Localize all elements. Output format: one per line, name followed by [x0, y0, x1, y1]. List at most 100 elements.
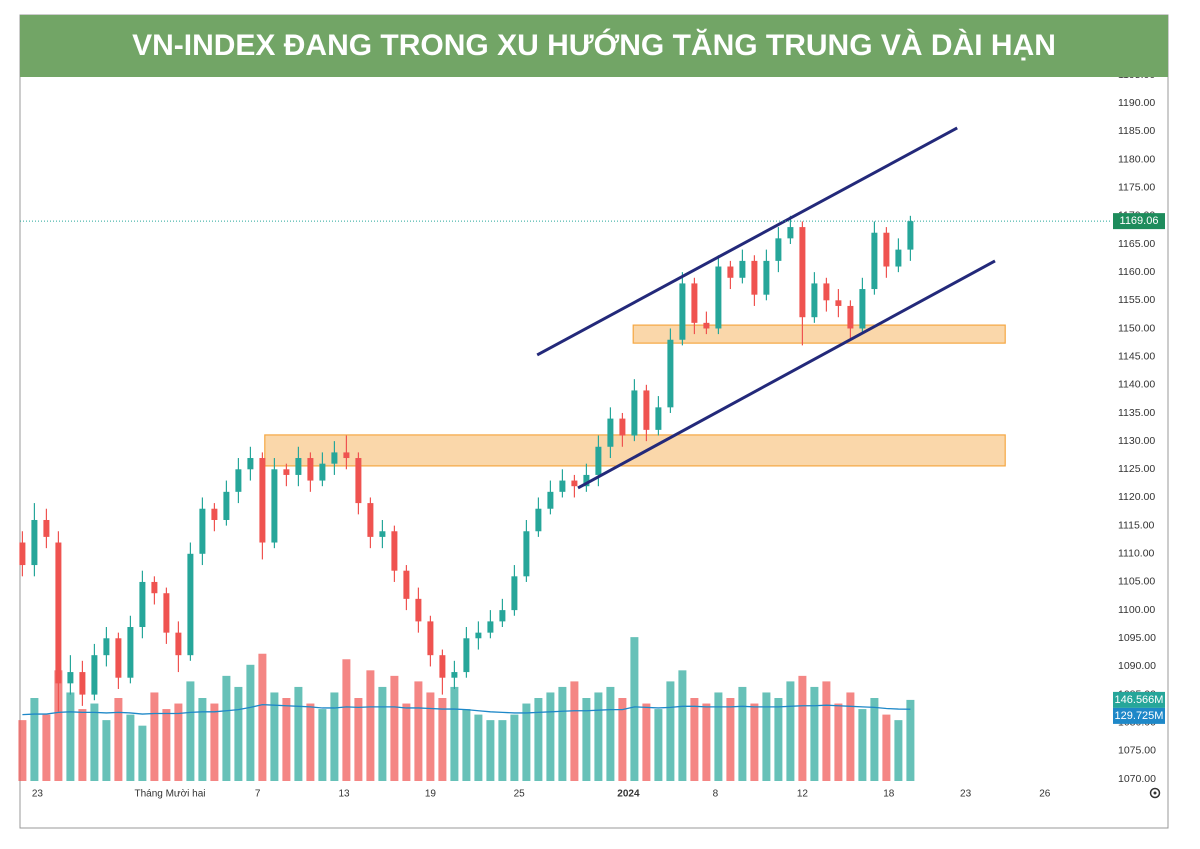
volume-label-box — [1113, 691, 1165, 708]
volume-bar — [210, 703, 219, 781]
volume-bar — [354, 698, 363, 781]
title-banner — [20, 15, 1168, 77]
candle-body — [415, 598, 422, 622]
volume-bar — [906, 699, 915, 781]
candle-body — [43, 519, 50, 537]
candle-body — [559, 480, 566, 492]
volume-bar — [594, 692, 603, 781]
volume-bar — [66, 692, 75, 781]
volume-bar — [822, 681, 831, 781]
plot-area: 1070.001075.001080.001085.001090.001095.… — [18, 69, 1165, 800]
candle-body — [631, 390, 638, 436]
candle-body — [391, 531, 398, 571]
candle-body — [103, 638, 110, 656]
candle-body — [883, 232, 890, 267]
y-tick-label: 1180.00 — [1118, 153, 1155, 165]
candle-body — [223, 491, 230, 520]
volume-bar — [414, 681, 423, 781]
volume-bar — [162, 709, 171, 781]
candle-body — [571, 480, 578, 487]
chart-title: VN-INDEX ĐANG TRONG XU HƯỚNG TĂNG TRUNG … — [132, 28, 1056, 62]
last-price-label: 1169.06 — [1120, 215, 1159, 227]
volume-bar — [798, 675, 807, 781]
volume-bar — [630, 637, 639, 781]
volume-bar — [114, 698, 123, 781]
candle-body — [31, 519, 38, 566]
y-tick-label: 1125.00 — [1118, 463, 1155, 475]
trend-channel-line — [536, 126, 958, 357]
volume-bar — [606, 686, 615, 781]
y-tick-label: 1105.00 — [1118, 576, 1155, 588]
volume-bar — [174, 703, 183, 781]
volume-bar — [870, 698, 879, 781]
volume-bar — [222, 675, 231, 781]
volume-bar — [246, 664, 255, 781]
volume-bar — [522, 703, 531, 781]
volume-bar — [894, 720, 903, 781]
candle-body — [895, 249, 902, 267]
volume-bar — [426, 692, 435, 781]
x-tick-label: 25 — [514, 789, 526, 800]
volume-bar — [270, 692, 279, 781]
candle-body — [679, 283, 686, 340]
x-tick-label: 2024 — [617, 789, 640, 800]
y-tick-label: 1140.00 — [1118, 379, 1155, 391]
volume-bar — [78, 709, 87, 781]
y-tick-label: 1075.00 — [1118, 745, 1156, 757]
volume-bar — [618, 698, 627, 781]
y-tick-label: 1160.00 — [1118, 266, 1155, 278]
candle-body — [439, 655, 446, 678]
volume-bar — [786, 681, 795, 781]
candle-body — [379, 531, 386, 537]
candle-body — [367, 503, 374, 537]
volume-bar — [570, 681, 579, 781]
y-tick-label: 1095.00 — [1118, 632, 1156, 644]
y-tick-label: 1115.00 — [1118, 519, 1155, 531]
volume-bar — [714, 692, 723, 781]
volume-bar — [282, 698, 291, 781]
volume-bar — [834, 703, 843, 781]
volume-bar — [498, 720, 507, 781]
candle-body — [55, 542, 62, 684]
volume-bar — [150, 692, 159, 781]
volume-bar — [546, 692, 555, 781]
y-tick-label: 1130.00 — [1118, 435, 1155, 447]
volume-bar — [702, 703, 711, 781]
chart-frame — [19, 14, 1169, 829]
candle-body — [235, 469, 242, 492]
volume-bar — [366, 670, 375, 781]
volume-bar — [138, 725, 147, 781]
candle-body — [703, 322, 710, 329]
volume-bar — [810, 686, 819, 781]
y-tick-label: 1190.00 — [1118, 97, 1155, 109]
y-tick-label: 1185.00 — [1118, 125, 1155, 137]
candle-body — [127, 627, 134, 678]
candle-body — [871, 232, 878, 290]
candle-body — [151, 581, 158, 594]
y-tick-label: 1175.00 — [1118, 181, 1155, 193]
candle-body — [787, 227, 794, 239]
candle-body — [811, 283, 818, 318]
candle-body — [115, 638, 122, 678]
candle-body — [847, 305, 854, 329]
x-tick-label: 23 — [32, 789, 44, 800]
x-tick-label: 7 — [255, 789, 261, 800]
volume-bar — [726, 698, 735, 781]
candle-body — [475, 632, 482, 639]
volume-bar — [750, 703, 759, 781]
last-price-box — [1113, 213, 1165, 230]
volume-bar — [510, 714, 519, 781]
volume-bar — [402, 703, 411, 781]
x-tick-label: 18 — [883, 789, 895, 800]
volume-bar — [318, 709, 327, 781]
candle-body — [487, 621, 494, 633]
y-tick-label: 1110.00 — [1118, 548, 1155, 560]
candle-body — [835, 300, 842, 306]
candle-body — [247, 458, 254, 470]
settings-icon[interactable] — [1149, 787, 1161, 799]
candle-body — [691, 283, 698, 323]
candle-body — [403, 570, 410, 599]
volume-bar — [738, 686, 747, 781]
volume-bar — [294, 686, 303, 781]
candle-body — [859, 289, 866, 329]
